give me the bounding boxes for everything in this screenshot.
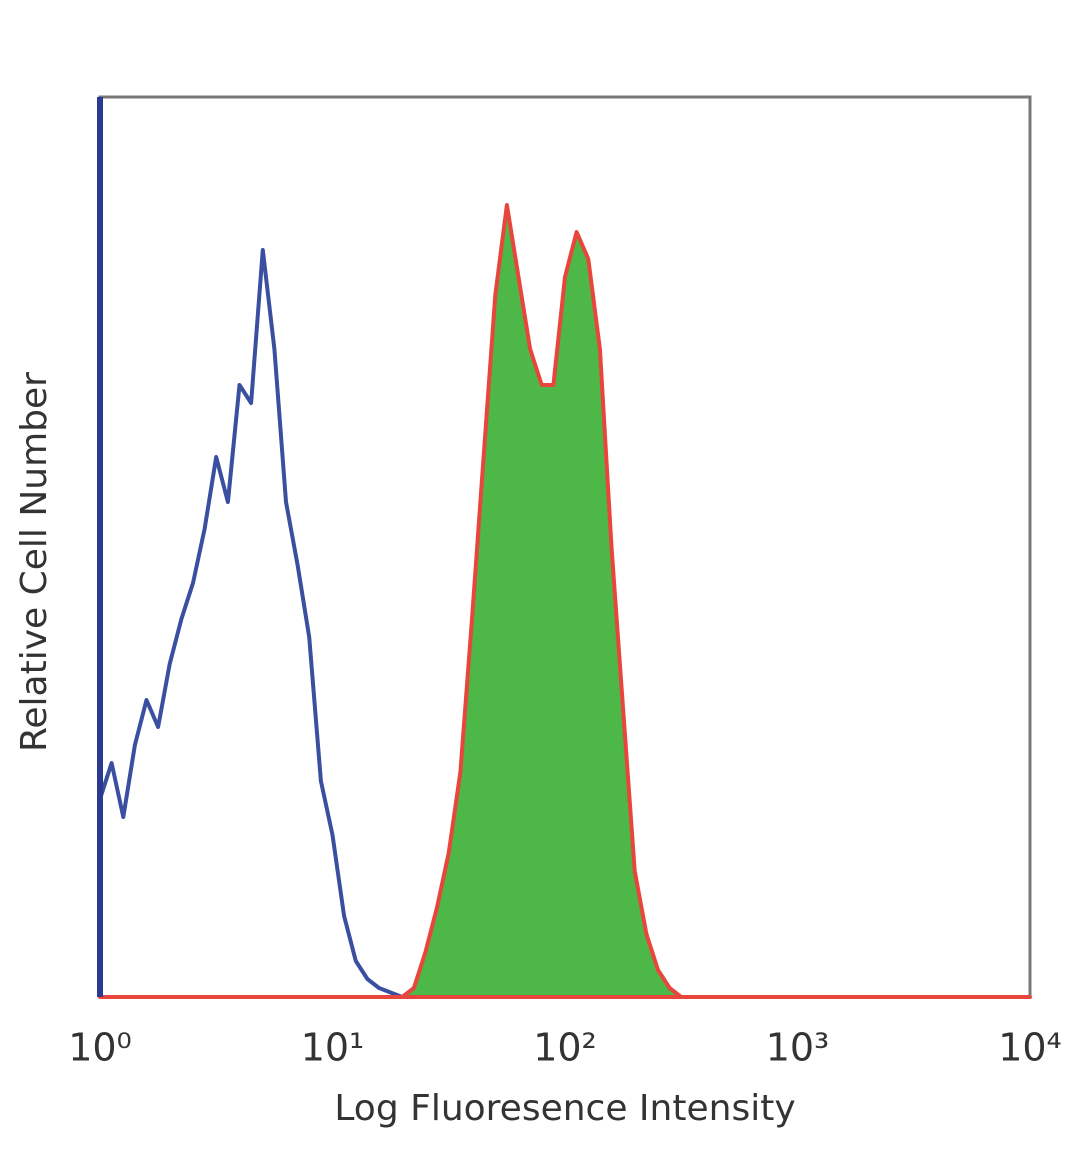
x-tick-label: 10⁰: [68, 1026, 132, 1070]
x-tick-label: 10³: [766, 1026, 830, 1070]
x-tick-label: 10¹: [301, 1026, 365, 1070]
histogram-area: [98, 203, 1032, 999]
x-axis-title: Log Fluoresence Intensity: [334, 1088, 795, 1129]
x-tick-label: 10⁴: [998, 1026, 1062, 1070]
x-tick-label: 10²: [533, 1026, 597, 1070]
y-axis-title: Relative Cell Number: [14, 372, 55, 752]
